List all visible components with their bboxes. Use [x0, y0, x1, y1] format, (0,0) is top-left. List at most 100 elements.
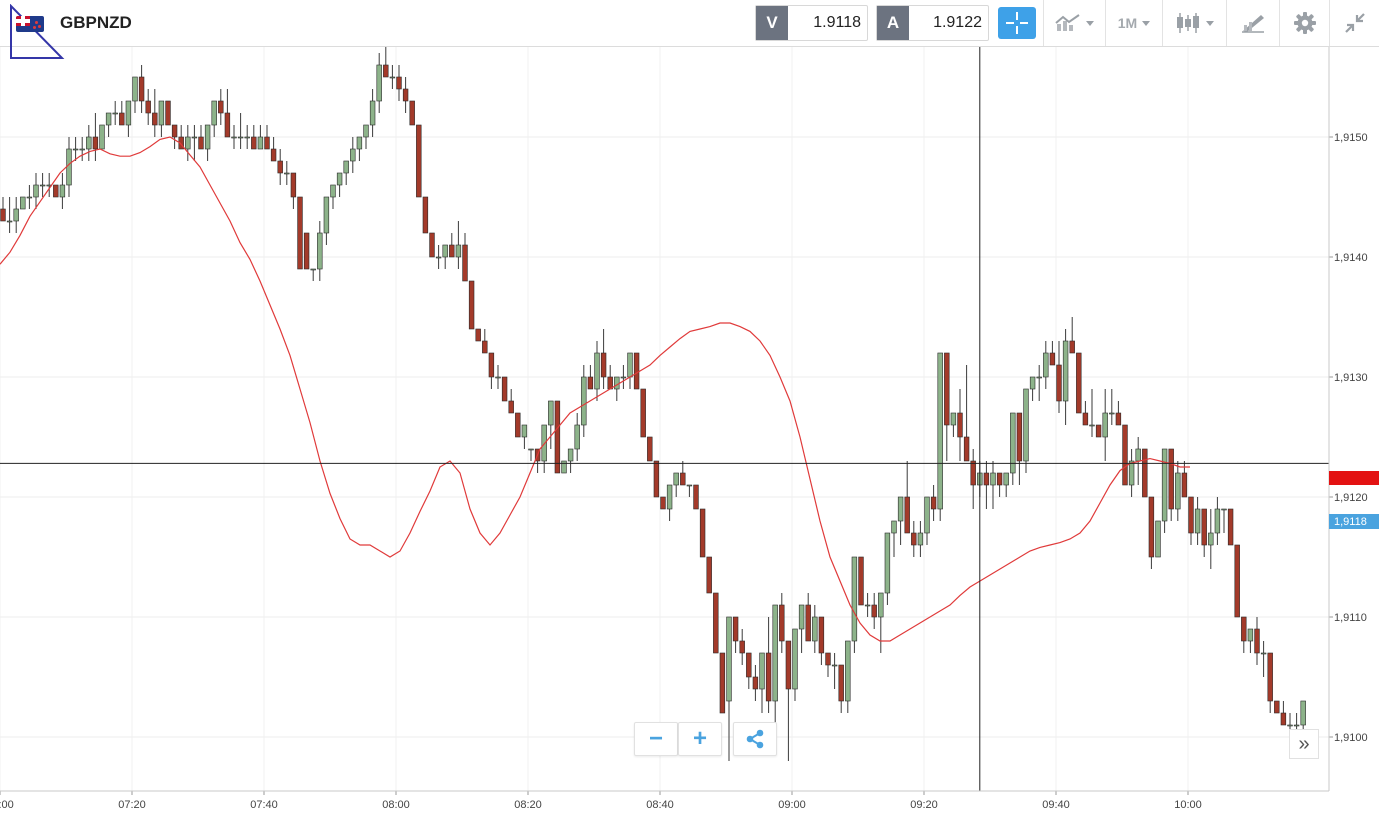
candle-down — [1115, 401, 1122, 426]
candle-up — [666, 484, 673, 521]
share-icon — [746, 729, 764, 749]
candle-up — [1043, 341, 1049, 389]
candlestick-series — [0, 47, 1306, 761]
candle-up — [1128, 449, 1135, 497]
candle-body — [726, 616, 732, 702]
candle-body — [759, 652, 765, 690]
sell-price-box[interactable]: V 1.9118 — [755, 5, 868, 41]
chevron-down-icon — [1206, 20, 1214, 26]
candle-up — [343, 160, 349, 185]
candle-up — [369, 89, 376, 137]
candle-body — [620, 376, 627, 379]
settings-button[interactable] — [1279, 0, 1329, 46]
candle-down — [785, 640, 792, 761]
candle-down — [53, 184, 59, 198]
candle-body — [805, 604, 811, 642]
price-chart[interactable]: 1,9150 1,9140 1,9130 1,9120 1,9110 1,9100 07:0… — [0, 47, 1379, 823]
candle-down — [1069, 317, 1075, 354]
candle-body — [350, 148, 356, 162]
indicator-button[interactable] — [1043, 0, 1105, 46]
candle-body — [336, 172, 343, 186]
candle-body — [1109, 412, 1115, 415]
candle-body — [944, 352, 950, 426]
candle-up — [772, 604, 778, 725]
candle-up — [125, 100, 132, 137]
candle-body — [845, 640, 851, 702]
candle-down — [699, 508, 706, 558]
candle-body — [924, 496, 930, 534]
candle-body — [706, 556, 712, 594]
candle-body — [864, 604, 871, 607]
share-button[interactable] — [733, 722, 777, 756]
candle-body — [1043, 352, 1049, 378]
x-tick-label: 07:00 — [0, 799, 14, 811]
candle-body — [1201, 508, 1207, 546]
candle-up — [284, 161, 290, 185]
candle-body — [699, 508, 706, 558]
candle-up — [627, 352, 633, 389]
symbol-title: GBPNZD — [60, 13, 132, 32]
candle-body — [594, 352, 600, 390]
candle-body — [1194, 508, 1201, 534]
moving-average-line — [0, 136, 1190, 642]
candle-up — [1194, 497, 1201, 545]
collapse-button[interactable] — [1329, 0, 1379, 46]
candle-body — [389, 76, 396, 79]
chart-type-button[interactable] — [1162, 0, 1226, 46]
candle-down — [746, 652, 752, 689]
candle-up — [1029, 376, 1036, 401]
candle-body — [1049, 352, 1056, 366]
candle-up — [356, 136, 363, 161]
candle-body — [904, 496, 910, 534]
candle-up — [812, 605, 818, 653]
drawing-button[interactable] — [1226, 0, 1279, 46]
candle-up — [1175, 461, 1181, 521]
candle-body — [561, 460, 567, 474]
candle-up — [1221, 508, 1227, 533]
candle-up — [950, 412, 957, 437]
candle-body — [660, 496, 666, 510]
candle-body — [627, 352, 633, 378]
candle-down — [1280, 701, 1287, 726]
x-tick-label: 10:00 — [1174, 799, 1202, 811]
candle-down — [138, 65, 145, 113]
candle-down — [600, 329, 607, 389]
crosshair-button[interactable] — [998, 7, 1036, 39]
candle-body — [614, 376, 620, 390]
buy-label: A — [877, 6, 909, 40]
scroll-right-button[interactable]: » — [1289, 729, 1319, 759]
candle-body — [264, 136, 270, 150]
candle-body — [950, 412, 957, 426]
candle-up — [442, 244, 448, 269]
candle-body — [171, 124, 178, 138]
buy-price-box[interactable]: A 1.9122 — [876, 5, 989, 41]
candle-body — [1128, 460, 1135, 486]
candle-body — [1274, 700, 1280, 714]
candle-body — [376, 64, 382, 102]
zoom-out-button[interactable]: − — [634, 722, 678, 756]
chart-grid — [0, 47, 1329, 791]
zoom-in-button[interactable]: + — [678, 722, 722, 756]
collapse-icon — [1344, 13, 1365, 33]
candle-up — [1155, 520, 1161, 558]
candle-body — [211, 100, 217, 126]
candle-down — [224, 89, 231, 138]
candle-down — [818, 616, 825, 665]
candle-body — [647, 436, 653, 462]
candle-up — [891, 520, 897, 557]
candle-down — [416, 124, 422, 198]
candle-body — [158, 100, 165, 126]
candle-up — [204, 124, 211, 161]
candle-body — [66, 148, 72, 186]
candle-body — [343, 160, 349, 174]
candle-down — [633, 352, 640, 390]
candle-up — [594, 341, 600, 401]
candle-body — [930, 496, 937, 510]
candle-down — [911, 521, 917, 557]
candle-up — [614, 376, 620, 401]
candle-down — [1142, 448, 1148, 498]
timeframe-button[interactable]: 1M — [1105, 0, 1162, 46]
candle-body — [1148, 496, 1155, 558]
candle-down — [178, 125, 184, 150]
candle-body — [1036, 376, 1042, 379]
